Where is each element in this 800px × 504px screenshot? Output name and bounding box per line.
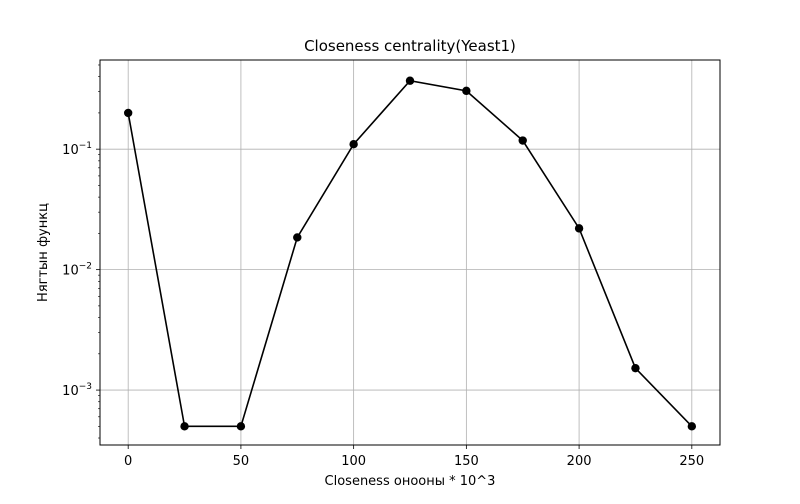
x-tick-label: 0 xyxy=(124,454,132,469)
series-group xyxy=(123,76,697,431)
x-tick-label: 50 xyxy=(233,454,250,469)
data-point xyxy=(631,363,640,373)
data-point xyxy=(180,422,189,431)
x-axis-ticks: 0 50 100 150 200 250 xyxy=(124,445,704,469)
data-point xyxy=(293,233,302,242)
data-point xyxy=(123,108,133,118)
y-axis-ticks: 10−3 10−2 10−1 xyxy=(62,141,100,399)
y-tick-label: 10−2 xyxy=(62,262,92,279)
x-axis-label: Closeness онооны * 10^3 xyxy=(325,474,496,489)
x-tick-label: 200 xyxy=(567,454,592,469)
data-point xyxy=(687,422,697,431)
data-point xyxy=(462,86,471,96)
x-tick-label: 250 xyxy=(679,454,704,469)
grid-lines xyxy=(100,60,720,445)
data-point xyxy=(518,136,527,145)
x-tick-label: 150 xyxy=(454,454,479,469)
y-tick-label: 10−1 xyxy=(62,141,92,158)
y-axis-label: Нягтын функц xyxy=(36,203,51,302)
data-point xyxy=(349,139,358,149)
data-point xyxy=(574,224,584,233)
y-tick-label: 10−3 xyxy=(62,382,92,399)
data-point xyxy=(236,422,246,431)
x-tick-label: 100 xyxy=(341,454,366,469)
data-point xyxy=(405,76,415,85)
plot-frame xyxy=(99,59,721,446)
chart-title: Closeness centrality(Yeast1) xyxy=(304,37,516,55)
